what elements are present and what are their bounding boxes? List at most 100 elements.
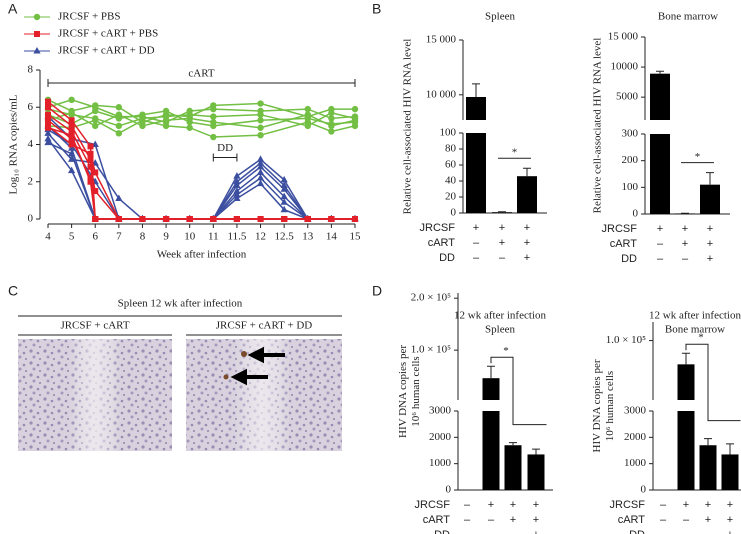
marker (45, 104, 51, 111)
bar (517, 176, 537, 213)
condition-name: JRCSF (420, 222, 456, 234)
y-axis-title: 10⁶ human cells (604, 371, 616, 441)
condition-sign: + (727, 514, 733, 526)
y-axis-title: HIV DNA copies per (591, 359, 603, 452)
condition-name: cART (618, 514, 646, 526)
marker (186, 216, 193, 222)
condition-sign: + (682, 223, 688, 235)
marker (257, 124, 264, 131)
y-tick-label: 1000 (624, 457, 647, 469)
y-tick-label: 300 (622, 128, 639, 140)
marker (351, 105, 359, 113)
marker (257, 131, 264, 139)
significance-bracket (685, 343, 741, 422)
panel-label: B (372, 1, 381, 17)
marker (139, 216, 146, 222)
marker (92, 107, 99, 115)
condition-sign: + (705, 499, 711, 511)
chart-title: 12 wk after infection (649, 310, 741, 322)
marker (162, 107, 170, 115)
x-tick-label: 7 (116, 231, 122, 243)
condition-sign: + (705, 514, 711, 526)
marker (68, 135, 75, 142)
marker (351, 117, 359, 124)
x-tick-label: 12.5 (275, 231, 295, 243)
marker (139, 111, 146, 118)
significance-label: * (512, 147, 518, 159)
marker (68, 166, 76, 174)
legend-marker (34, 31, 40, 37)
marker (233, 177, 241, 185)
legend-label: JRCSF + cART + PBS (58, 28, 158, 40)
condition-sign: – (464, 529, 471, 534)
condition-name: cART (610, 238, 638, 250)
marker (68, 141, 75, 148)
significance-bracket (490, 356, 547, 426)
micrograph-detail (70, 339, 120, 451)
annotation: DD (217, 142, 233, 154)
y-axis-title: Relative cell-associated HIV RNA level (402, 39, 414, 215)
y-tick-label: 5000 (616, 91, 639, 103)
error-bar (509, 442, 517, 446)
marker (233, 194, 241, 202)
marker (162, 117, 170, 124)
y-tick-label: 0 (641, 484, 647, 496)
panel-label: C (8, 283, 18, 299)
condition-sign: – (657, 238, 664, 250)
y-tick-label: 100 (440, 127, 457, 139)
significance-label: * (695, 151, 701, 163)
error-bar (704, 438, 712, 446)
marker (162, 122, 170, 130)
marker (163, 216, 170, 222)
marker (68, 109, 75, 117)
condition-name: cART (423, 514, 451, 526)
condition-sign: + (707, 253, 713, 265)
marker (256, 179, 265, 187)
chart-title: Bone marrow (658, 11, 718, 23)
y-tick-label: 8 (28, 64, 34, 76)
x-tick-label: 6 (92, 231, 98, 243)
error-bar (532, 448, 540, 455)
bar (721, 454, 739, 490)
y-tick-label: 0 (633, 208, 639, 220)
condition-sign: + (533, 514, 539, 526)
condition-sign: + (499, 237, 505, 249)
marker (210, 105, 217, 113)
marker (256, 174, 265, 181)
condition-sign: + (707, 238, 713, 250)
series-line (47, 112, 356, 129)
y-tick-label: 0 (451, 207, 457, 219)
marker (257, 111, 264, 118)
marker (68, 132, 75, 139)
condition-name: DD (629, 529, 645, 534)
bar-upper (650, 73, 670, 120)
marker (233, 190, 241, 198)
y-tick-label: 20 (445, 191, 457, 203)
condition-name: JRCSF (602, 223, 638, 235)
marker (44, 129, 52, 136)
series-line (47, 119, 356, 138)
marker (304, 105, 311, 113)
error-bar (706, 172, 714, 185)
y-tick-label: 0 (28, 213, 34, 225)
condition-sign: – (510, 529, 517, 534)
x-tick-label: 4 (45, 231, 51, 243)
marker (280, 185, 288, 192)
marker (328, 115, 335, 122)
y-tick-label: 1.0 × 10⁵ (411, 344, 451, 356)
marker (257, 117, 264, 124)
marker (87, 143, 94, 150)
marker (92, 188, 99, 195)
marker (44, 138, 52, 146)
marker (87, 150, 94, 157)
condition-sign: + (682, 238, 688, 250)
y-tick-label: 80 (445, 143, 457, 155)
condition-sign: + (488, 499, 494, 511)
condition-sign: + (727, 529, 733, 534)
condition-sign: + (510, 499, 516, 511)
marker (328, 109, 335, 117)
marker (87, 156, 94, 163)
marker (115, 194, 123, 202)
condition-sign: + (657, 223, 663, 235)
significance-label: * (698, 332, 704, 344)
